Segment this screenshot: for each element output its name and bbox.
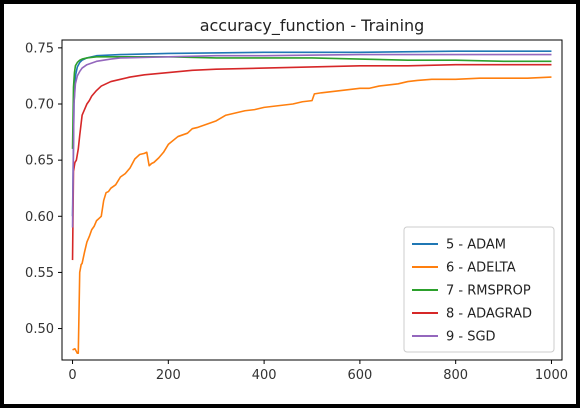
legend-box [403, 226, 555, 353]
y-tick-label: 0.55 [25, 266, 54, 281]
plot-area-border [61, 39, 563, 361]
y-tick-label: 0.50 [25, 322, 54, 337]
legend-label: 9 - SGD [446, 330, 496, 345]
x-tick-label: 200 [156, 368, 181, 383]
series-line-5 [71, 53, 552, 228]
series-line-3 [71, 56, 552, 149]
chart-frame: accuracy_function - Training 0 200 400 600 8… [4, 4, 576, 404]
legend-label: 5 - ADAM [446, 238, 506, 253]
line-chart: accuracy_function - Training 0 200 400 600 8… [25, 16, 568, 383]
legend: 5 - ADAM 6 - ADELTA 7 - RMSPROP 8 - ADAGRAD… [403, 226, 555, 353]
y-tick-label: 0.75 [25, 41, 54, 56]
series-line-4 [71, 63, 552, 261]
series-line-1 [71, 50, 552, 217]
y-tick-label: 0.60 [25, 210, 54, 225]
series-line-2 [72, 76, 552, 355]
x-tick-label: 600 [347, 368, 372, 383]
legend-label: 7 - RMSPROP [446, 284, 531, 299]
x-tick-label: 400 [252, 368, 277, 383]
x-tick-label: 1000 [535, 368, 568, 383]
y-tick-label: 0.65 [25, 154, 54, 169]
legend-label: 8 - ADAGRAD [446, 307, 532, 322]
y-tick-label: 0.70 [25, 98, 54, 113]
legend-label: 6 - ADELTA [446, 261, 516, 276]
chart-title: accuracy_function - Training [200, 16, 425, 36]
x-tick-label: 800 [443, 368, 468, 383]
series-layer [71, 50, 552, 355]
ticks-layer: 0 200 400 600 800 1000 0.50 0.55 0.60 0.65 0.70 0.7… [25, 41, 568, 383]
x-tick-label: 0 [68, 368, 76, 383]
